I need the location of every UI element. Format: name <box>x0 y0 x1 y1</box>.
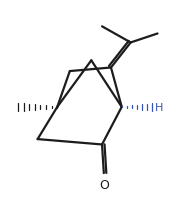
Text: O: O <box>99 178 109 191</box>
Text: H: H <box>155 102 163 112</box>
